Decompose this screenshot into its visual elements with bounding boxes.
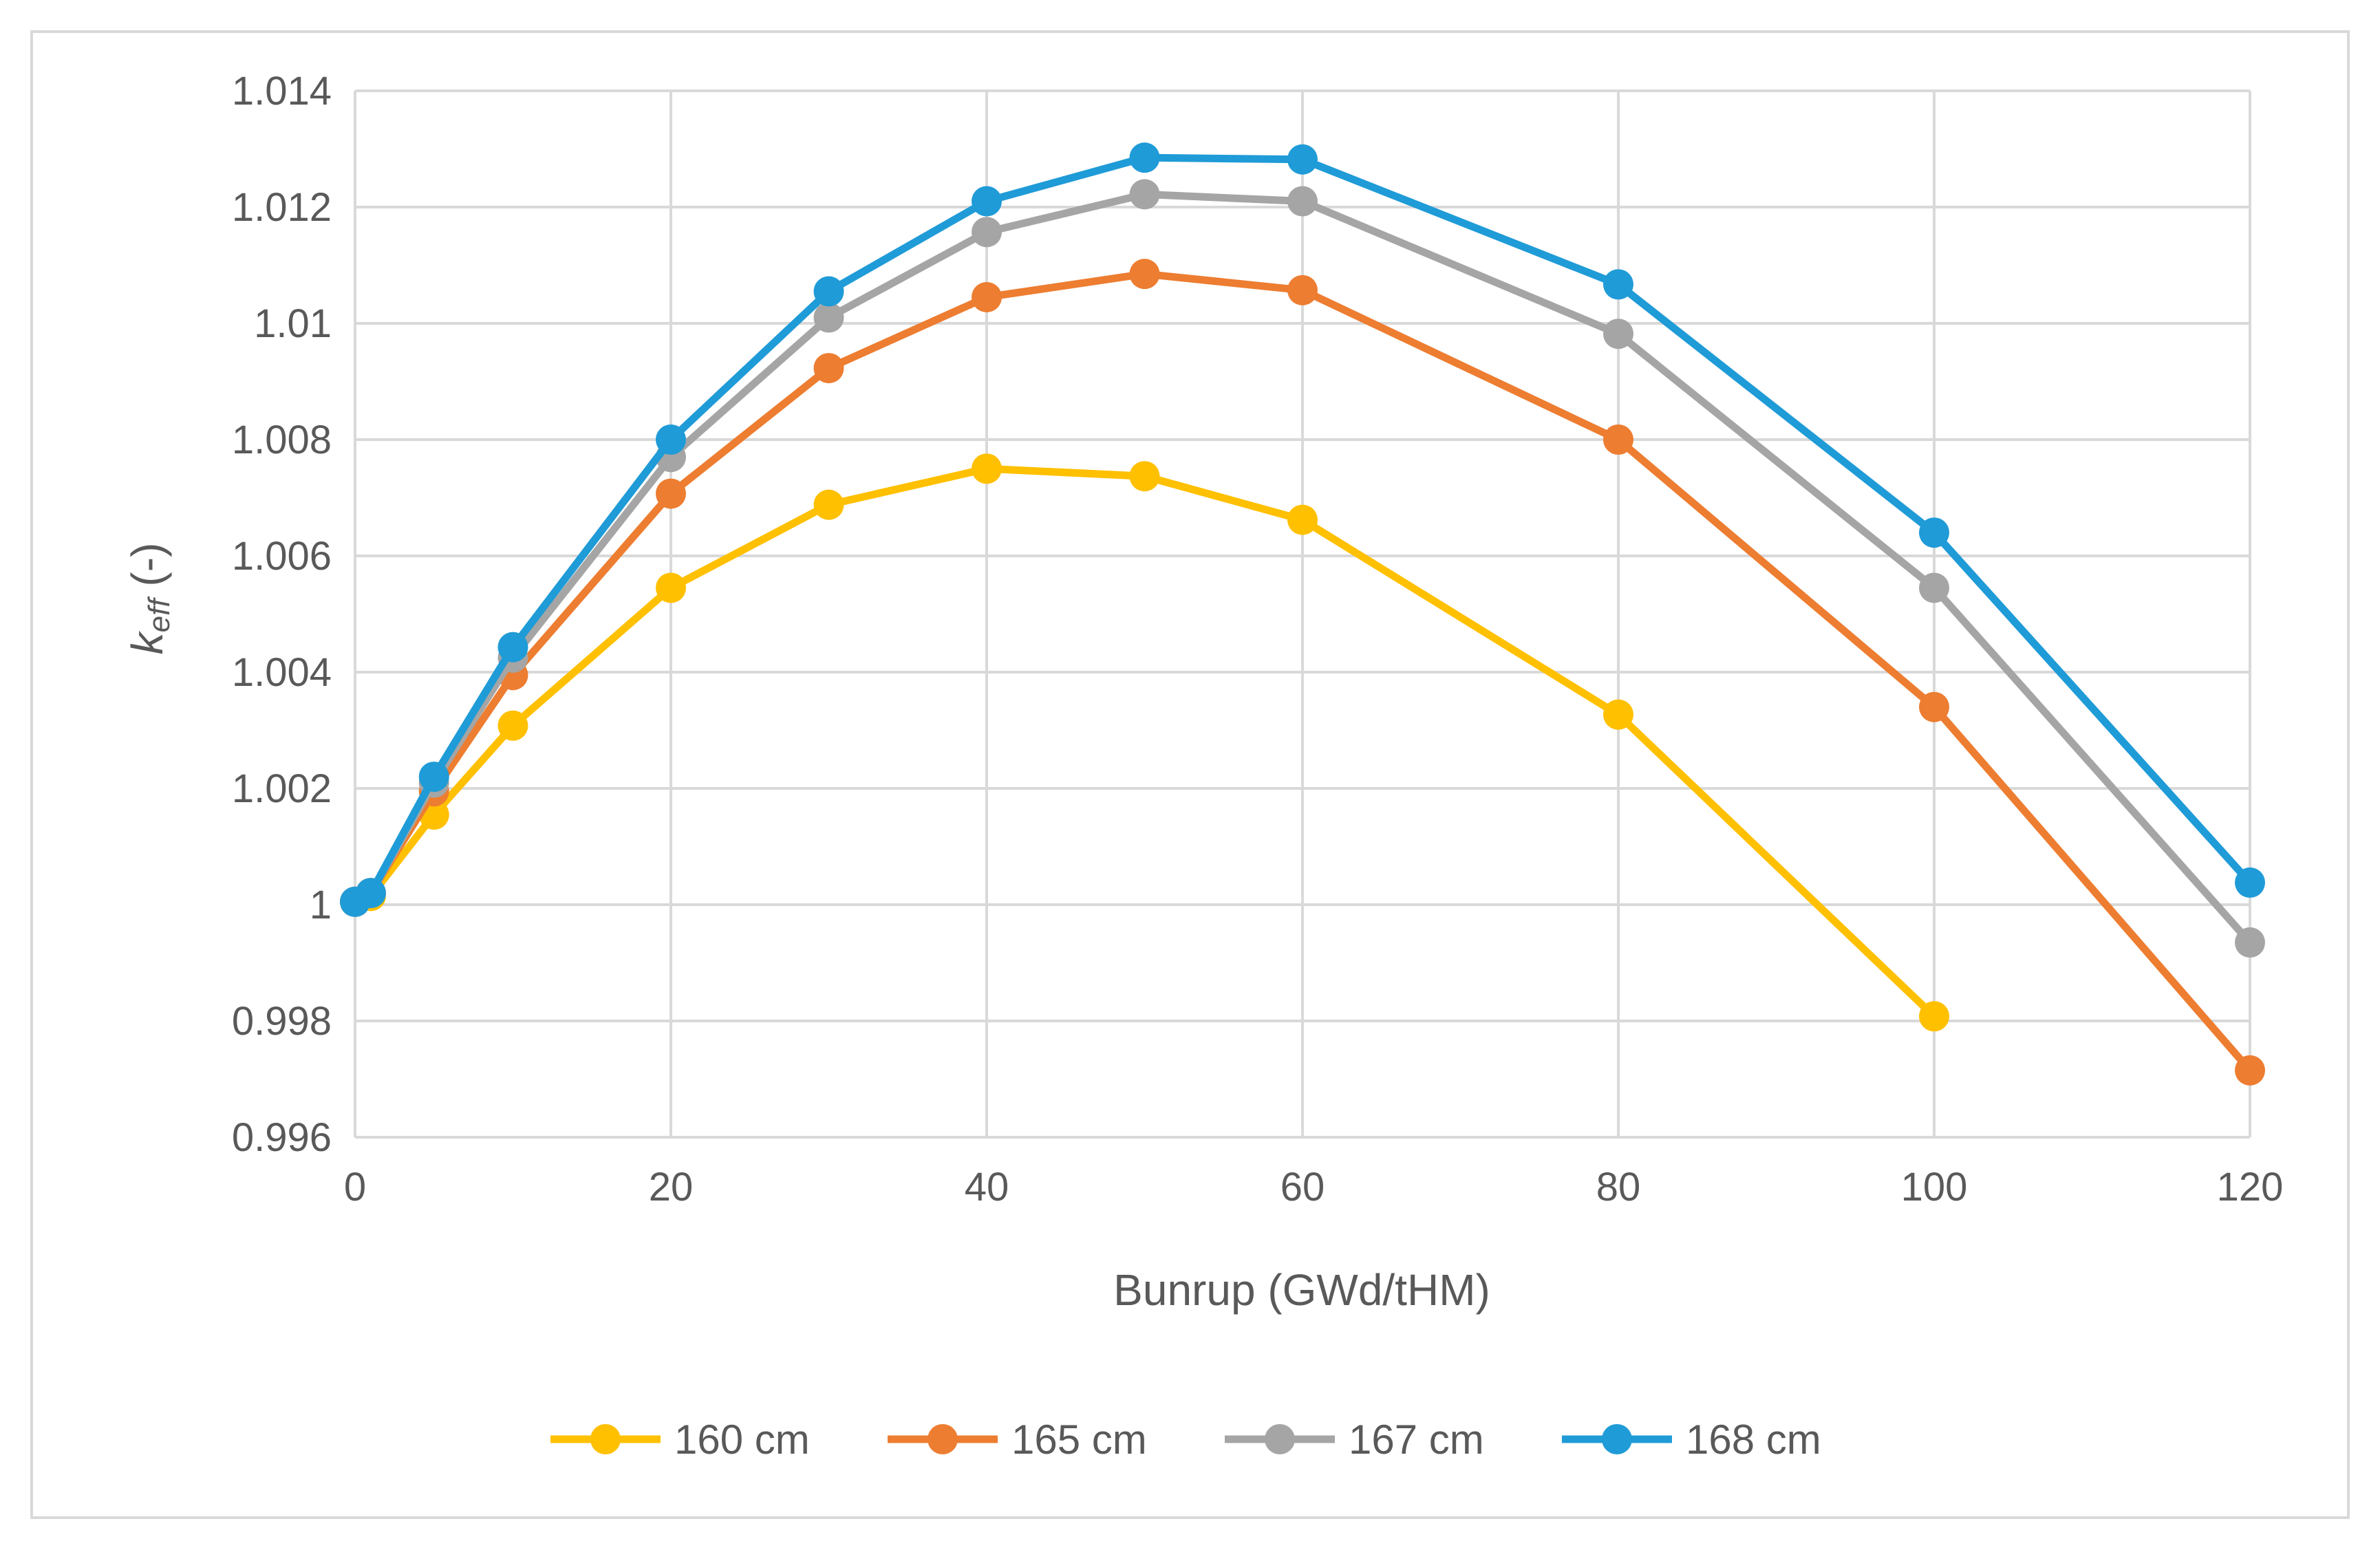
y-tick-label: 1.014 — [232, 69, 332, 114]
data-point — [1287, 275, 1318, 305]
y-tick-label: 0.996 — [232, 1115, 332, 1160]
data-point — [1919, 517, 1949, 548]
data-point — [1129, 142, 1160, 173]
x-tick-label: 60 — [1280, 1165, 1325, 1209]
y-axis-ticks: 0.996 0.998 1 1.002 1.004 1.006 1.008 1.01 1.012… — [232, 69, 332, 1160]
x-tick-label: 20 — [649, 1165, 694, 1209]
x-axis-title: Bunrup (GWd/tHM) — [1113, 1265, 1490, 1315]
data-point — [972, 281, 1002, 312]
data-point — [1603, 699, 1633, 730]
data-point — [1603, 424, 1633, 455]
data-point — [1287, 144, 1318, 175]
legend-swatch-marker — [1602, 1424, 1632, 1454]
y-axis-title-sub: eff — [142, 596, 176, 633]
data-point — [813, 353, 844, 384]
data-point — [813, 302, 844, 333]
legend-swatch-marker — [1265, 1424, 1295, 1454]
legend-item: 165 cm — [888, 1417, 1147, 1463]
series-168-cm — [340, 142, 2265, 917]
data-point — [1603, 319, 1633, 349]
data-point — [1129, 179, 1160, 210]
data-point — [2235, 927, 2265, 958]
legend-swatch-marker — [928, 1424, 958, 1454]
x-axis-ticks: 0 20 40 60 80 100 120 — [344, 1165, 2284, 1209]
legend-item: 168 cm — [1562, 1417, 1821, 1463]
legend-label: 165 cm — [1011, 1417, 1147, 1463]
y-tick-label: 1.01 — [254, 301, 332, 346]
data-point — [656, 478, 686, 509]
data-point — [418, 762, 449, 793]
data-point — [497, 710, 528, 741]
x-tick-label: 120 — [2217, 1165, 2284, 1209]
legend-label: 168 cm — [1686, 1417, 1821, 1463]
data-point — [813, 276, 844, 307]
y-axis-title: keff (-) — [122, 543, 176, 655]
y-axis-title-suffix: (-) — [122, 543, 172, 599]
y-tick-label: 1.008 — [232, 418, 332, 462]
series-lines — [340, 142, 2265, 1086]
x-tick-label: 40 — [965, 1165, 1009, 1209]
y-axis-title-main: k — [122, 630, 172, 654]
y-tick-label: 1.006 — [232, 534, 332, 579]
data-point — [497, 632, 528, 663]
data-point — [1129, 461, 1160, 492]
data-point — [1129, 259, 1160, 290]
x-tick-label: 0 — [344, 1165, 366, 1209]
x-tick-label: 80 — [1596, 1165, 1641, 1209]
y-tick-label: 1.004 — [232, 650, 332, 695]
legend-label: 167 cm — [1349, 1417, 1484, 1463]
legend: 160 cm 165 cm 167 cm 168 cm — [550, 1417, 1821, 1463]
legend-item: 160 cm — [550, 1417, 810, 1463]
y-tick-label: 0.998 — [232, 999, 332, 1044]
y-tick-label: 1 — [310, 883, 332, 927]
y-tick-label: 1.012 — [232, 185, 332, 230]
data-point — [1287, 504, 1318, 535]
data-point — [1603, 269, 1633, 300]
x-tick-label: 100 — [1901, 1165, 1968, 1209]
data-point — [2235, 867, 2265, 898]
data-point — [972, 186, 1002, 217]
data-point — [813, 489, 844, 520]
data-point — [355, 878, 386, 909]
data-point — [656, 572, 686, 603]
legend-swatch-marker — [590, 1424, 621, 1454]
series-line — [351, 153, 2254, 906]
data-point — [972, 217, 1002, 248]
data-point — [1919, 572, 1949, 603]
y-tick-label: 1.002 — [232, 766, 332, 811]
data-point — [1287, 186, 1318, 217]
data-point — [972, 453, 1002, 484]
data-point — [1919, 691, 1949, 722]
series-160-cm — [340, 453, 1949, 1032]
legend-label: 160 cm — [674, 1417, 810, 1463]
data-point — [1919, 1001, 1949, 1032]
legend-item: 167 cm — [1225, 1417, 1484, 1463]
data-point — [656, 424, 686, 455]
series-line — [351, 464, 1938, 1020]
data-point — [2235, 1055, 2265, 1086]
